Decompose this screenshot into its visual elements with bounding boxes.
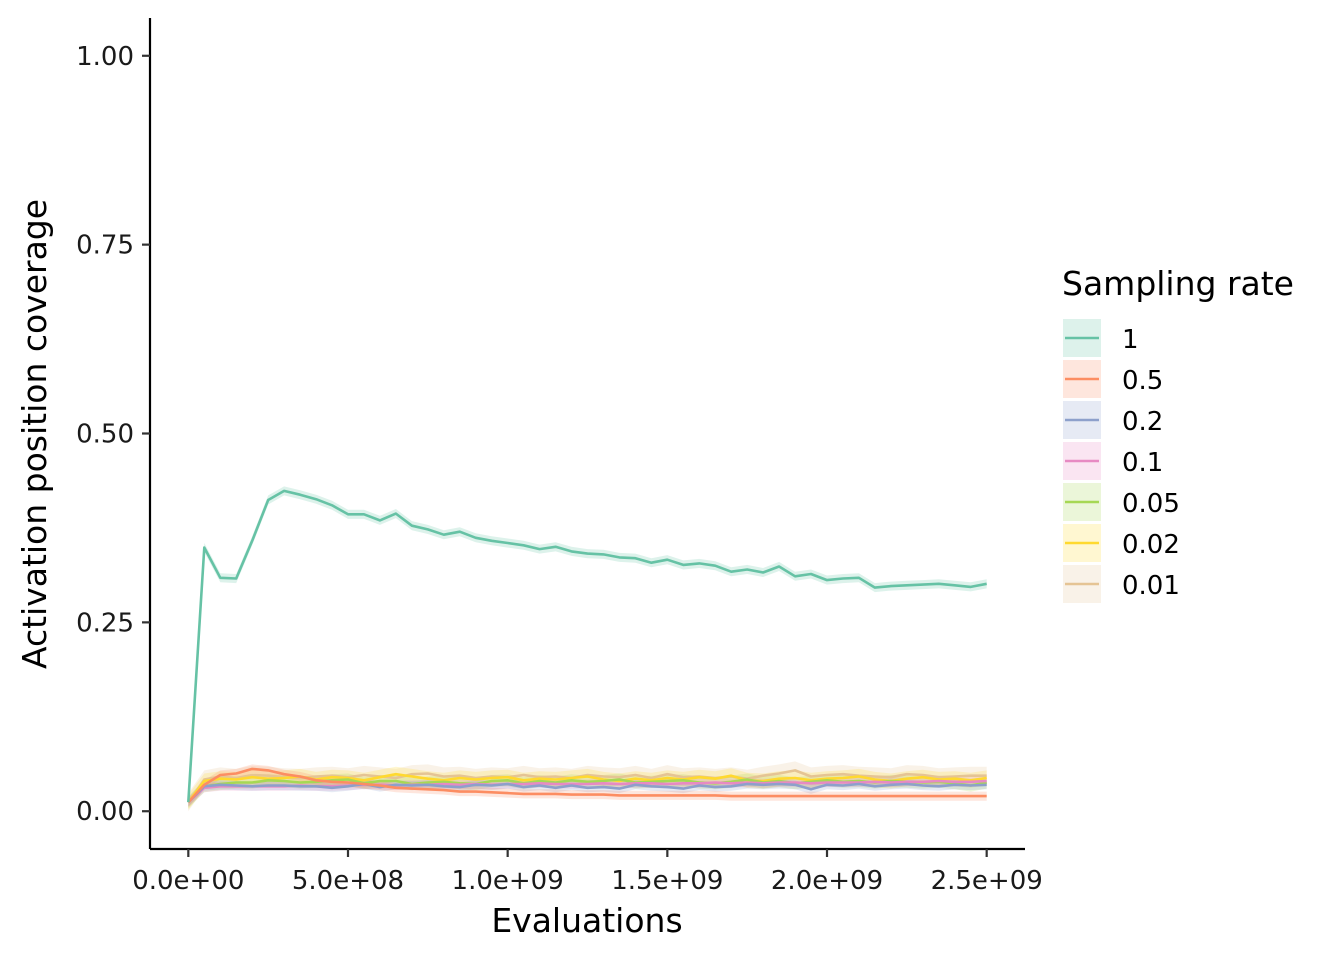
y-tick-label: 0.50 (76, 420, 134, 450)
y-axis-ticks: 0.00 0.25 0.50 0.75 1.00 (76, 42, 150, 827)
legend-item: 0.5 (1063, 360, 1163, 398)
legend-label: 0.01 (1122, 571, 1180, 601)
series-band-1 (188, 486, 987, 807)
legend-item: 0.2 (1063, 401, 1163, 439)
legend-item: 0.02 (1063, 524, 1180, 562)
x-axis-ticks: 0.0e+00 5.0e+08 1.0e+09 1.5e+09 2.0e+09 2.5e+… (132, 849, 1043, 896)
series-line-0-5 (187, 767, 987, 804)
y-axis-title: Activation position coverage (15, 199, 54, 669)
x-axis-title: Evaluations (491, 901, 682, 940)
legend-label: 0.2 (1122, 407, 1163, 437)
series-line-0-01 (187, 769, 987, 803)
legend-label: 0.5 (1122, 366, 1163, 396)
x-tick-label: 5.0e+08 (292, 866, 404, 896)
y-tick-label: 0.00 (76, 797, 134, 827)
x-tick-label: 1.0e+09 (452, 866, 564, 896)
series-band-0-01 (188, 761, 987, 812)
series-line-1 (187, 489, 987, 803)
legend-item: 0.1 (1063, 442, 1163, 480)
legend-label: 0.05 (1122, 489, 1180, 519)
y-tick-label: 0.25 (76, 608, 134, 638)
legend: Sampling rate 1 0.5 0.2 0.1 0.05 0.02 0.01 (1062, 264, 1294, 603)
legend-item: 0.05 (1063, 483, 1180, 521)
series-line-0-02 (187, 772, 987, 803)
x-tick-label: 2.0e+09 (771, 866, 883, 896)
series-lines (187, 489, 987, 804)
legend-title: Sampling rate (1062, 264, 1294, 303)
legend-item: 0.01 (1063, 565, 1180, 603)
x-tick-label: 2.5e+09 (931, 866, 1043, 896)
legend-label: 1 (1122, 325, 1139, 355)
legend-item: 1 (1063, 319, 1139, 357)
legend-label: 0.02 (1122, 530, 1180, 560)
x-tick-label: 1.5e+09 (611, 866, 723, 896)
confidence-bands (188, 486, 987, 812)
legend-label: 0.1 (1122, 448, 1163, 478)
series-line-0-2 (187, 782, 987, 804)
y-tick-label: 1.00 (76, 42, 134, 72)
x-tick-label: 0.0e+00 (132, 866, 244, 896)
y-tick-label: 0.75 (76, 231, 134, 261)
